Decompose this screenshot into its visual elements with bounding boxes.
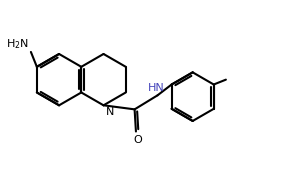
Text: HN: HN [148,83,164,93]
Text: O: O [133,135,142,145]
Text: H$_2$N: H$_2$N [6,38,29,51]
Text: N: N [106,108,114,118]
